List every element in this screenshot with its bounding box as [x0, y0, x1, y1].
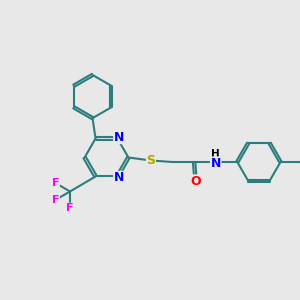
Text: N: N [114, 130, 124, 143]
Text: F: F [52, 178, 59, 188]
Text: N: N [211, 157, 221, 170]
Text: F: F [66, 203, 74, 213]
Text: O: O [190, 175, 201, 188]
Text: N: N [114, 172, 124, 184]
Text: F: F [52, 195, 59, 205]
Text: S: S [146, 154, 155, 167]
Text: H: H [211, 149, 220, 159]
